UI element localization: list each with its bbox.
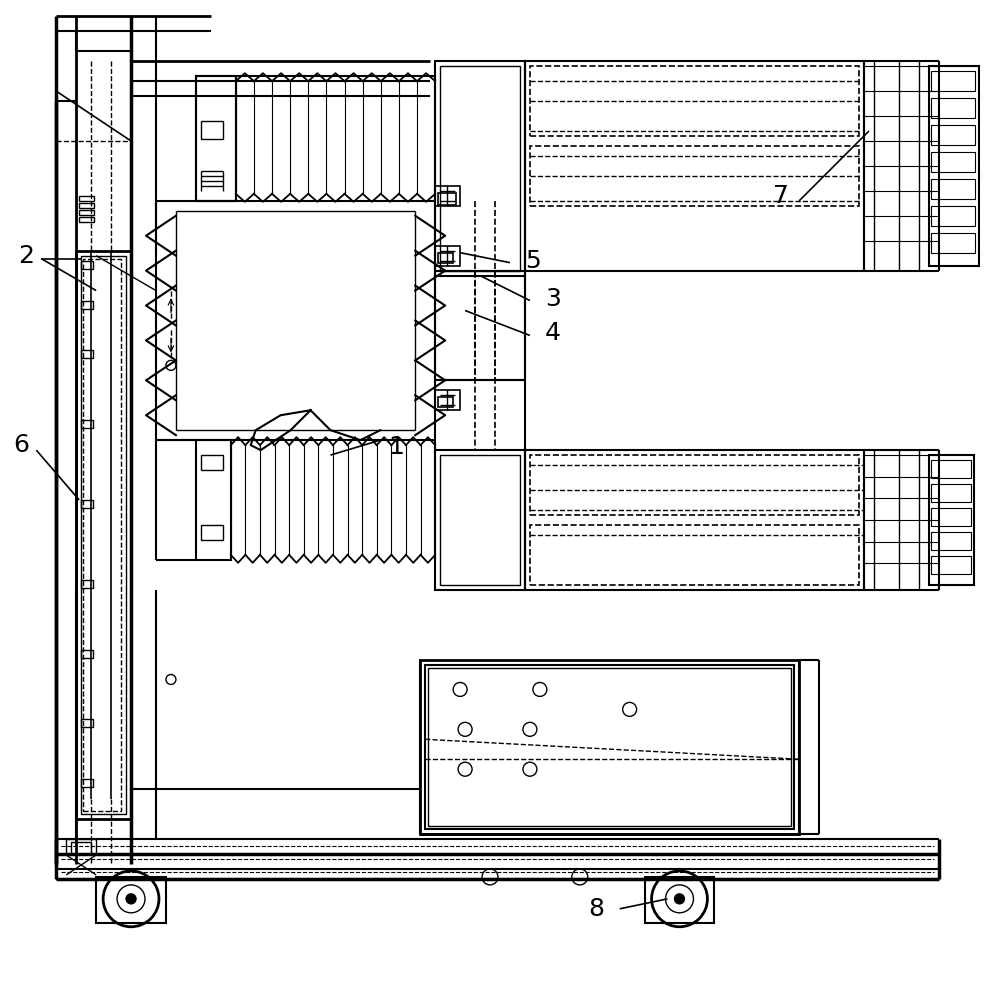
Bar [81,650,93,658]
Bar [530,456,859,515]
Bar [96,877,166,923]
Bar [435,61,525,276]
Circle shape [126,894,136,904]
Bar [81,500,93,508]
Bar [81,260,93,268]
Bar [435,390,460,410]
Bar [201,456,223,470]
Bar [79,217,94,222]
Bar [440,456,520,585]
Text: 4: 4 [545,321,561,345]
Bar [530,66,859,136]
Text: 8: 8 [589,897,605,921]
Bar [929,66,979,265]
Bar [931,508,971,526]
Bar [931,152,975,172]
Bar [931,71,975,91]
Bar [79,196,94,201]
Bar [79,210,94,215]
Bar [931,233,975,252]
Text: 6: 6 [13,433,29,458]
Bar [201,525,223,540]
Bar [81,779,93,787]
Text: 7: 7 [773,183,789,208]
Bar [440,66,520,270]
Bar [428,668,791,826]
Bar [931,484,971,502]
Bar [525,451,864,590]
Bar [425,665,794,829]
Text: 3: 3 [545,287,561,311]
Bar [435,246,460,265]
Bar [438,193,456,205]
Bar [435,270,525,381]
Bar [81,301,93,309]
Bar [931,125,975,145]
Bar [931,460,971,478]
Circle shape [675,894,684,904]
Bar [435,451,525,590]
Text: 2: 2 [18,244,34,267]
Bar [530,525,859,585]
Bar [931,556,971,574]
Bar [929,456,974,585]
Bar [645,877,714,923]
Bar [931,99,975,118]
Bar [81,720,93,728]
Bar [420,660,799,834]
Bar [81,580,93,588]
Text: 1: 1 [388,435,404,459]
Bar [931,206,975,226]
Text: 5: 5 [525,248,541,273]
Bar [435,186,460,206]
Bar [79,203,94,208]
Bar [81,350,93,358]
Bar [438,397,453,407]
Bar [931,178,975,199]
Bar [66,839,96,854]
Bar [530,146,859,206]
Bar [201,121,223,139]
Bar [931,531,971,550]
Bar [83,258,121,811]
Bar [525,61,864,270]
Bar [76,250,131,819]
Bar [438,252,453,262]
Bar [196,76,236,201]
Bar [196,440,231,560]
Bar [81,420,93,428]
Bar [81,255,126,814]
Bar [71,842,91,854]
